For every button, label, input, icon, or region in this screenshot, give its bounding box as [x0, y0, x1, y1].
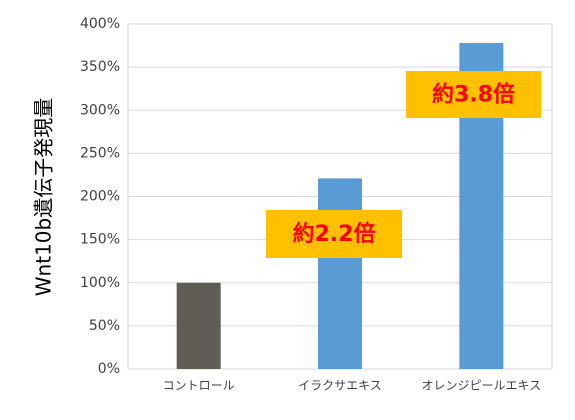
y-tick-label: 400%: [80, 16, 120, 32]
annotation: 約2.2倍: [293, 221, 376, 247]
x-tick-label: オレンジピールエキス: [422, 379, 542, 393]
x-tick-label: イラクサエキス: [298, 379, 382, 393]
y-tick-label: 150%: [80, 232, 120, 248]
annotation: 約3.8倍: [432, 82, 515, 108]
x-tick-label: コントロール: [163, 379, 235, 393]
y-tick-label: 250%: [80, 145, 120, 161]
y-tick-label: 100%: [80, 275, 120, 291]
bar: [176, 282, 221, 369]
y-tick-label: 0%: [98, 361, 120, 377]
y-tick-label: 50%: [89, 318, 120, 334]
y-tick-label: 200%: [80, 189, 120, 205]
y-axis-label: Wnt10b遺伝子発現量: [32, 98, 56, 296]
annotation-box: [406, 71, 541, 118]
y-tick-label: 300%: [80, 102, 120, 118]
annotation-box: [266, 210, 402, 258]
bar: [318, 178, 362, 369]
y-tick-label: 350%: [80, 59, 120, 75]
